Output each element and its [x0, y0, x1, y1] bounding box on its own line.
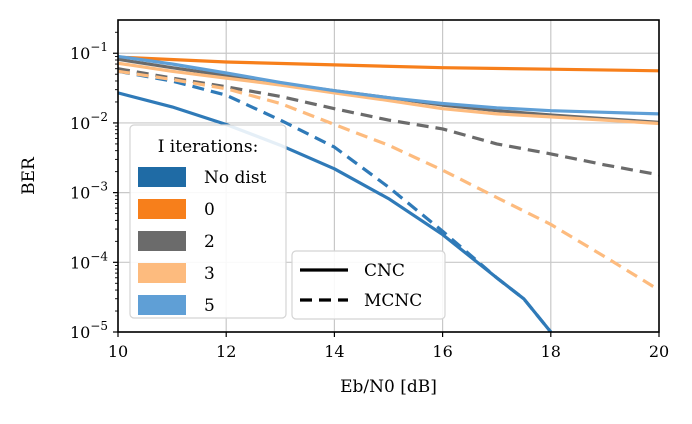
legend-iterations: I iterations: No dist 0 2 3 5	[129, 124, 287, 319]
series-line-0-cnc	[118, 55, 659, 73]
x-tick-label: 16	[432, 342, 452, 361]
legend-methods-box	[291, 250, 446, 320]
x-tick-label: 10	[108, 342, 128, 361]
series-line-5-cnc	[118, 54, 659, 116]
series-line-3-cnc	[118, 61, 659, 126]
legend-swatch	[138, 231, 186, 251]
legend-label: 0	[204, 200, 215, 220]
y-axis-title: BER	[19, 156, 39, 195]
x-axis-title: Eb/N0 [dB]	[340, 377, 437, 397]
legend-swatch	[138, 295, 186, 315]
series-line-3-mcnc	[118, 69, 659, 292]
legend-label: No dist	[204, 168, 267, 188]
legend-methods: CNC MCNC	[291, 250, 446, 320]
x-tick-label: 18	[541, 342, 561, 361]
y-tick-label: 10−3	[70, 180, 108, 203]
legend-label: 3	[204, 264, 215, 284]
legend-swatch	[138, 263, 186, 283]
plot-frame	[117, 19, 660, 333]
legend-label: CNC	[364, 261, 405, 281]
x-tick-label: 20	[649, 342, 669, 361]
legend-swatch	[138, 167, 186, 187]
legend-iterations-title: I iterations:	[158, 137, 259, 157]
y-tick-label: 10−1	[70, 40, 108, 63]
legend-swatch	[138, 199, 186, 219]
y-tick-label: 10−4	[70, 249, 108, 272]
series-line-2-mcnc	[118, 67, 659, 177]
legend-label: 2	[204, 232, 215, 252]
y-tick-label: 10−2	[70, 110, 108, 133]
series-line-no-dist-mcnc	[118, 69, 553, 332]
x-tick-label: 14	[324, 342, 344, 361]
legend-label: 5	[204, 296, 215, 316]
y-tick-label: 10−5	[70, 319, 108, 342]
x-tick-label: 12	[216, 342, 236, 361]
series-layer	[118, 54, 659, 332]
legend-label: MCNC	[364, 291, 422, 311]
